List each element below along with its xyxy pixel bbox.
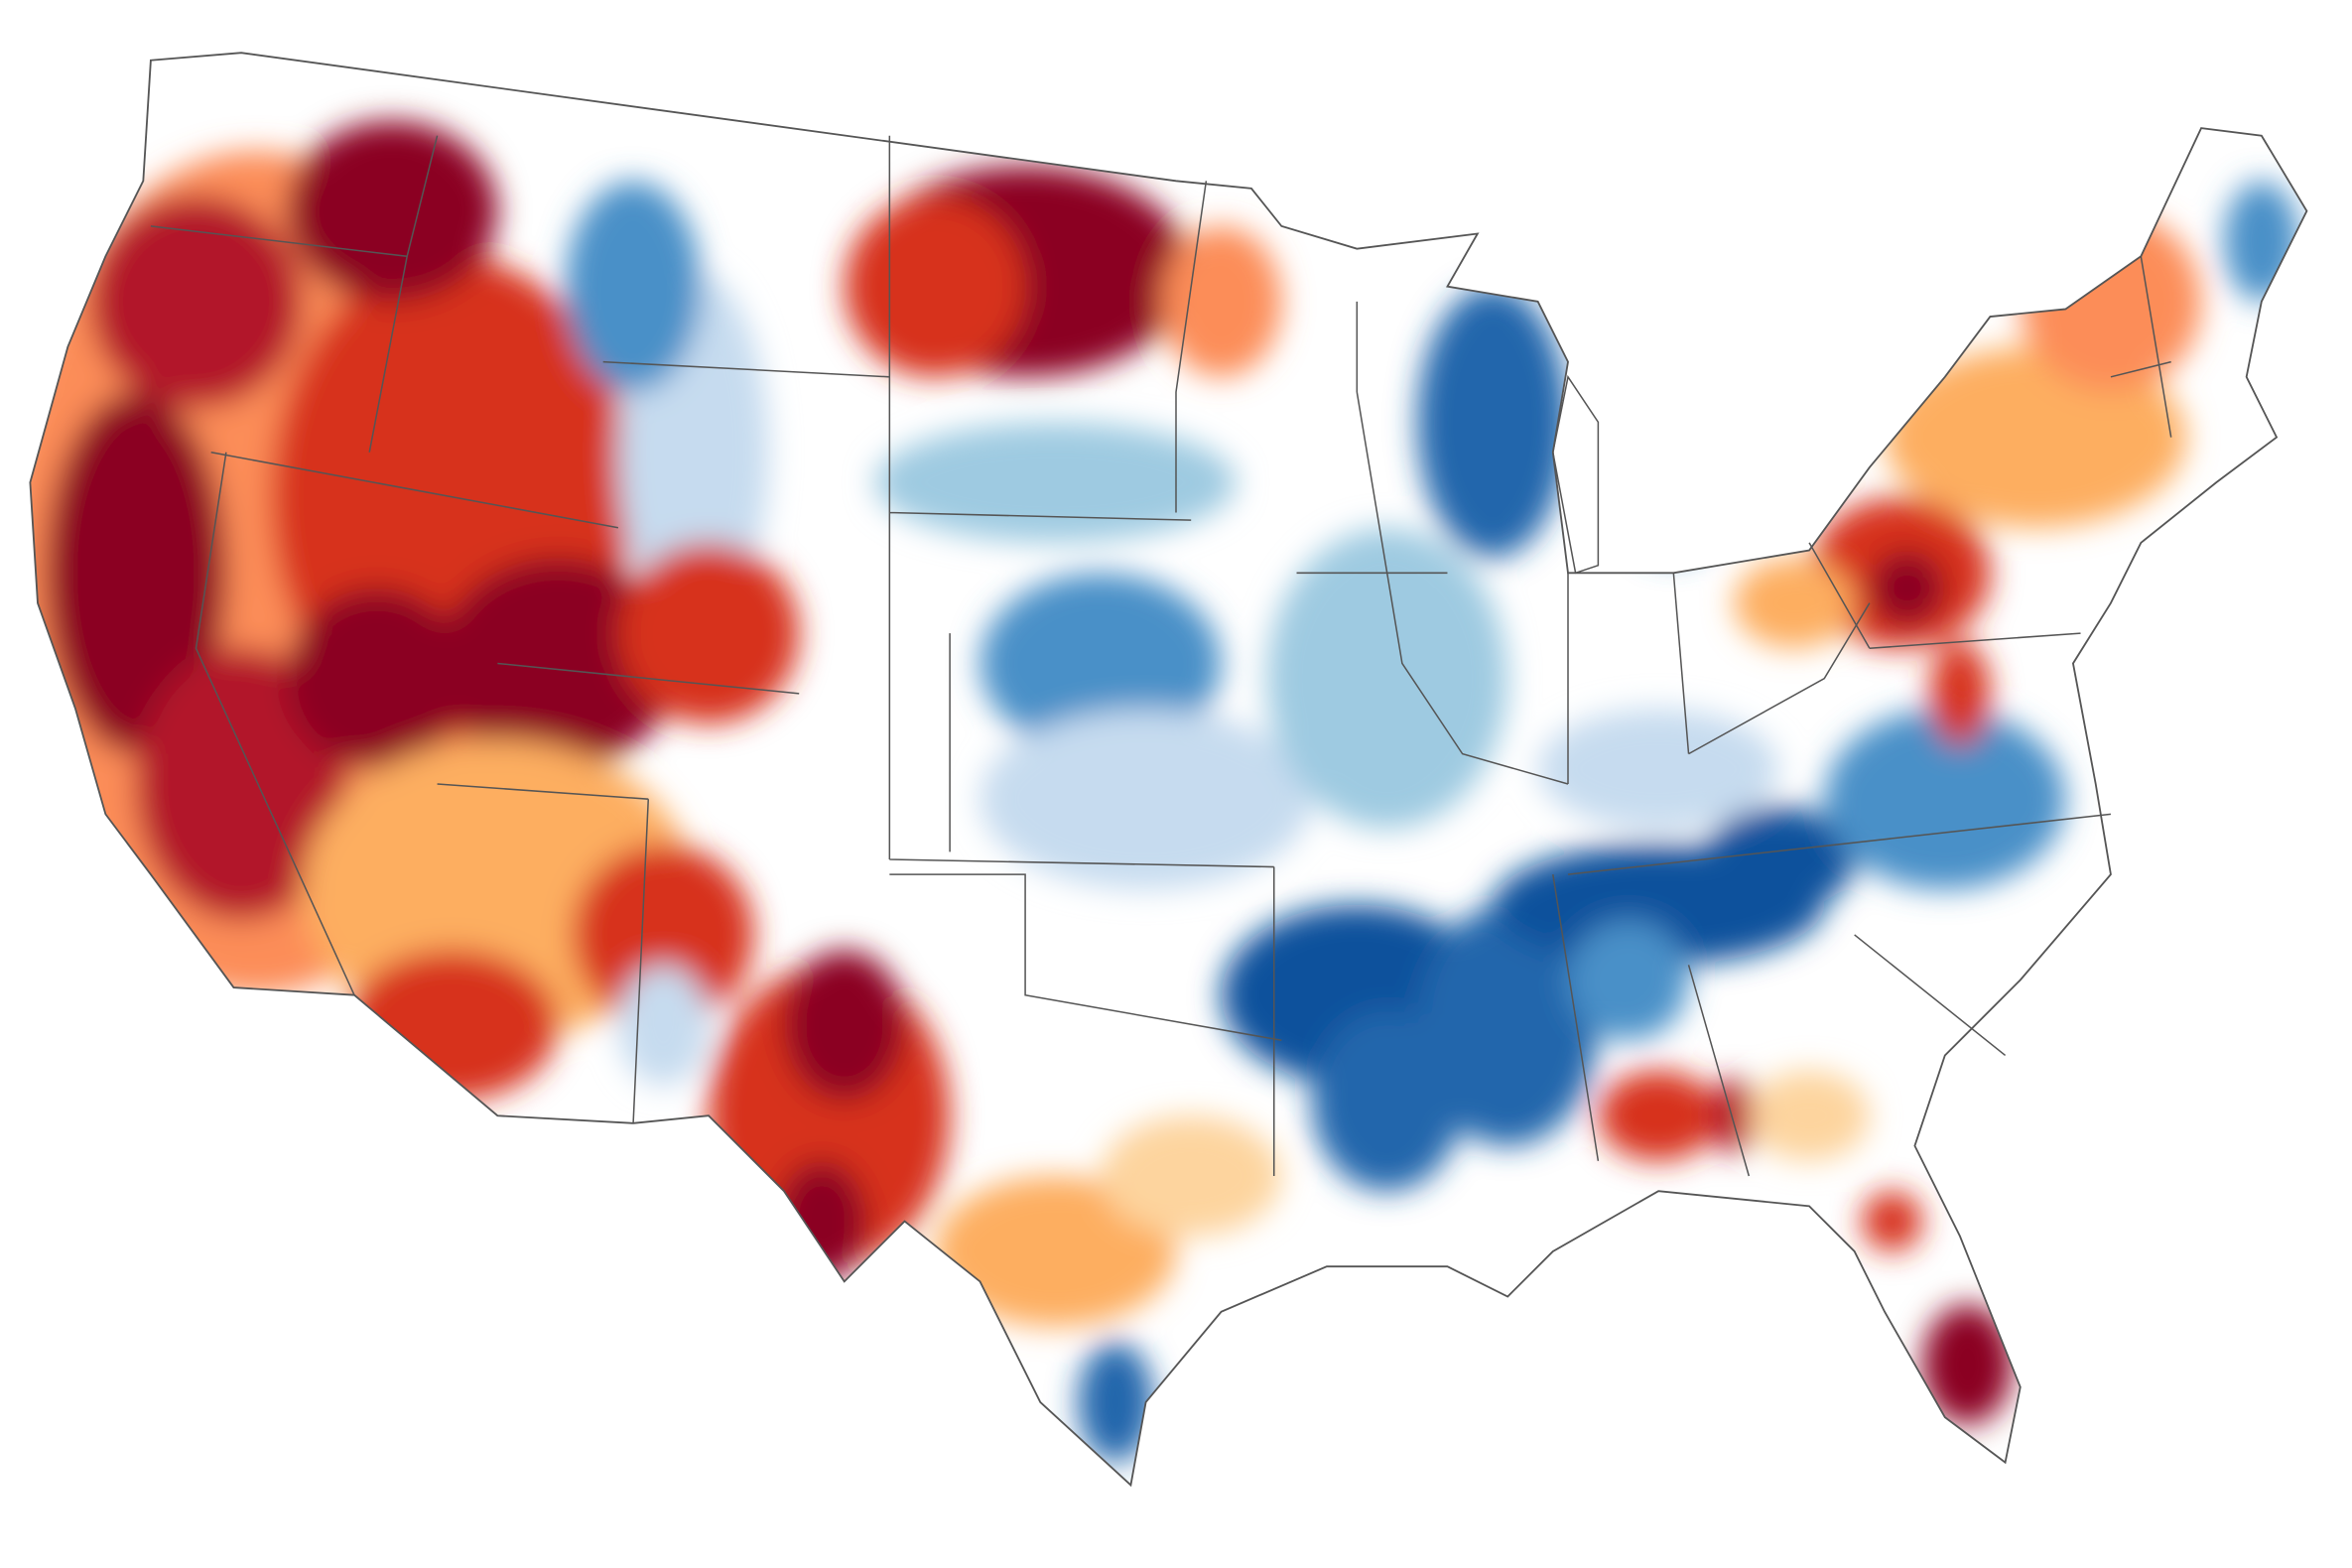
state-borders — [150, 135, 2172, 1177]
wet-area — [874, 422, 1237, 543]
wet-area — [1568, 919, 1689, 1041]
dry-area — [1869, 550, 1945, 626]
dry-area — [1101, 1115, 1282, 1237]
wet-area — [1537, 709, 1779, 830]
wet-area — [980, 573, 1222, 754]
dry-area — [784, 950, 905, 1102]
state-line — [150, 135, 2172, 1177]
dry-area — [286, 120, 498, 302]
dry-area — [90, 196, 302, 408]
dry-area — [45, 392, 226, 754]
dry-area — [1734, 558, 1855, 649]
dry-area — [1929, 640, 1991, 747]
wet-area — [1266, 527, 1508, 830]
dry-area — [1160, 225, 1282, 377]
wet-area — [1078, 1342, 1154, 1463]
wet-area — [1824, 709, 2066, 890]
wet-area — [1703, 806, 1855, 913]
dry-area — [844, 196, 1026, 377]
dry-area — [1862, 1191, 1923, 1251]
wet-area — [980, 709, 1312, 890]
dry-area — [1711, 1078, 1757, 1154]
dry-area — [1598, 1070, 1719, 1161]
dry-area — [934, 1176, 1176, 1327]
dry-area — [1922, 1304, 2014, 1425]
dry-area — [437, 558, 679, 769]
wet-area — [1417, 286, 1568, 559]
dry-area — [573, 844, 754, 1026]
wet-area — [565, 181, 702, 392]
dry-area — [1749, 1070, 1870, 1161]
wet-area — [617, 965, 710, 1086]
anomaly-blobs — [30, 120, 2299, 1463]
dry-area — [135, 648, 347, 920]
dry-area — [286, 588, 467, 769]
wet-area — [1417, 904, 1599, 1146]
dry-area — [617, 542, 800, 724]
